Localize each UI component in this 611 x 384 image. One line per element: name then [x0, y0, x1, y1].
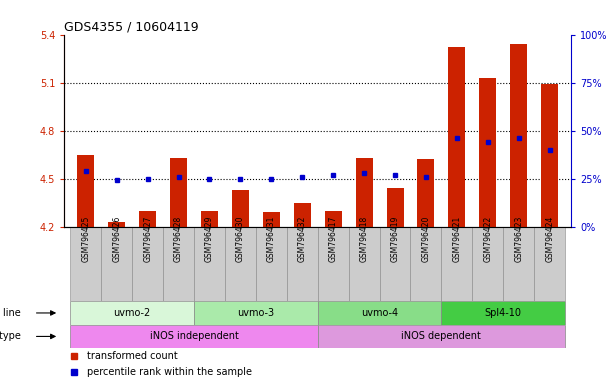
Text: uvmo-2: uvmo-2 — [114, 308, 151, 318]
Text: GSM796423: GSM796423 — [514, 216, 523, 262]
Text: GSM796422: GSM796422 — [483, 216, 492, 262]
Bar — [78, 154, 94, 227]
Text: GSM796418: GSM796418 — [360, 216, 368, 262]
Bar — [411, 227, 441, 301]
Bar — [194, 301, 318, 325]
Bar — [448, 47, 466, 227]
Bar — [417, 159, 434, 227]
Text: iNOS dependent: iNOS dependent — [401, 331, 481, 341]
Text: percentile rank within the sample: percentile rank within the sample — [87, 367, 252, 377]
Bar — [287, 227, 318, 301]
Bar — [101, 227, 132, 301]
Text: GSM796431: GSM796431 — [267, 216, 276, 262]
Bar — [139, 210, 156, 227]
Bar — [534, 227, 565, 301]
Text: GSM796427: GSM796427 — [143, 216, 152, 262]
Text: GSM796430: GSM796430 — [236, 216, 245, 262]
Bar — [263, 212, 280, 227]
Bar — [541, 84, 558, 227]
Bar — [70, 325, 318, 348]
Text: GSM796432: GSM796432 — [298, 216, 307, 262]
Bar — [510, 44, 527, 227]
Text: GSM796424: GSM796424 — [545, 216, 554, 262]
Text: cell type: cell type — [0, 331, 21, 341]
Bar — [163, 227, 194, 301]
Text: GDS4355 / 10604119: GDS4355 / 10604119 — [64, 20, 199, 33]
Text: GSM796429: GSM796429 — [205, 216, 214, 262]
Text: GSM796421: GSM796421 — [452, 216, 461, 262]
Bar — [356, 158, 373, 227]
Bar — [318, 325, 565, 348]
Bar — [170, 158, 187, 227]
Text: uvmo-3: uvmo-3 — [237, 308, 274, 318]
Text: GSM796419: GSM796419 — [390, 216, 400, 262]
Bar — [194, 227, 225, 301]
Text: GSM796425: GSM796425 — [81, 216, 90, 262]
Bar — [108, 222, 125, 227]
Text: Spl4-10: Spl4-10 — [485, 308, 522, 318]
Bar — [441, 301, 565, 325]
Bar — [379, 227, 411, 301]
Bar — [503, 227, 534, 301]
Bar — [349, 227, 379, 301]
Bar — [70, 301, 194, 325]
Text: GSM796417: GSM796417 — [329, 216, 338, 262]
Text: iNOS independent: iNOS independent — [150, 331, 238, 341]
Bar — [318, 227, 349, 301]
Bar — [479, 78, 496, 227]
Bar — [256, 227, 287, 301]
Bar — [201, 210, 218, 227]
Text: GSM796426: GSM796426 — [112, 216, 121, 262]
Bar — [318, 301, 441, 325]
Bar — [294, 203, 311, 227]
Bar — [232, 190, 249, 227]
Bar — [472, 227, 503, 301]
Text: uvmo-4: uvmo-4 — [361, 308, 398, 318]
Bar — [225, 227, 256, 301]
Text: transformed count: transformed count — [87, 351, 178, 361]
Bar — [387, 188, 403, 227]
Text: GSM796420: GSM796420 — [422, 216, 430, 262]
Bar — [324, 210, 342, 227]
Bar — [132, 227, 163, 301]
Text: cell line: cell line — [0, 308, 21, 318]
Bar — [70, 227, 101, 301]
Bar — [441, 227, 472, 301]
Text: GSM796428: GSM796428 — [174, 216, 183, 262]
